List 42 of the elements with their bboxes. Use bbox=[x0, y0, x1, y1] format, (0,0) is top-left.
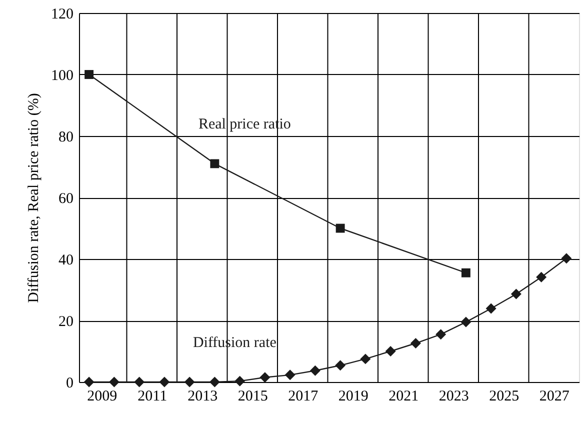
point bbox=[486, 303, 496, 314]
point bbox=[510, 288, 522, 300]
point bbox=[159, 376, 170, 388]
point bbox=[310, 365, 320, 376]
x-tick-label: 2017 bbox=[288, 388, 319, 404]
point bbox=[210, 159, 220, 168]
y-axis-title: Diffusion rate, Real price ratio (%) bbox=[26, 93, 42, 303]
point bbox=[184, 376, 195, 388]
y-tick-label: 0 bbox=[66, 376, 74, 392]
point bbox=[335, 360, 346, 371]
x-tick-label: 2009 bbox=[87, 388, 118, 404]
x-tick-label: 2027 bbox=[539, 388, 570, 404]
point bbox=[360, 354, 371, 364]
y-tick-label: 20 bbox=[58, 314, 74, 330]
point bbox=[84, 70, 94, 79]
point bbox=[209, 376, 220, 388]
point bbox=[134, 376, 145, 388]
point bbox=[561, 253, 572, 264]
point bbox=[536, 272, 547, 282]
point bbox=[336, 224, 345, 233]
x-tick-label: 2023 bbox=[438, 388, 469, 404]
x-tick-label: 2021 bbox=[388, 388, 419, 404]
point bbox=[84, 376, 94, 388]
y-tick-label: 60 bbox=[58, 191, 74, 207]
point bbox=[461, 268, 470, 278]
x-tick-label: 2025 bbox=[489, 388, 520, 404]
y-tick-label: 100 bbox=[51, 68, 74, 84]
x-tick-label: 2013 bbox=[188, 388, 218, 404]
point bbox=[284, 370, 296, 380]
point bbox=[410, 338, 421, 348]
x-tick-label: 2011 bbox=[138, 388, 168, 404]
x-tick-label: 2019 bbox=[338, 388, 368, 404]
x-tick-label: 2015 bbox=[238, 388, 268, 404]
y-tick-label: 40 bbox=[58, 252, 74, 268]
y-tick-label: 80 bbox=[58, 130, 74, 146]
y-tick-label: 120 bbox=[51, 6, 74, 22]
point bbox=[460, 316, 472, 328]
point bbox=[260, 372, 270, 383]
point bbox=[385, 346, 396, 356]
point bbox=[108, 376, 120, 388]
point bbox=[234, 376, 246, 386]
point bbox=[436, 329, 446, 340]
